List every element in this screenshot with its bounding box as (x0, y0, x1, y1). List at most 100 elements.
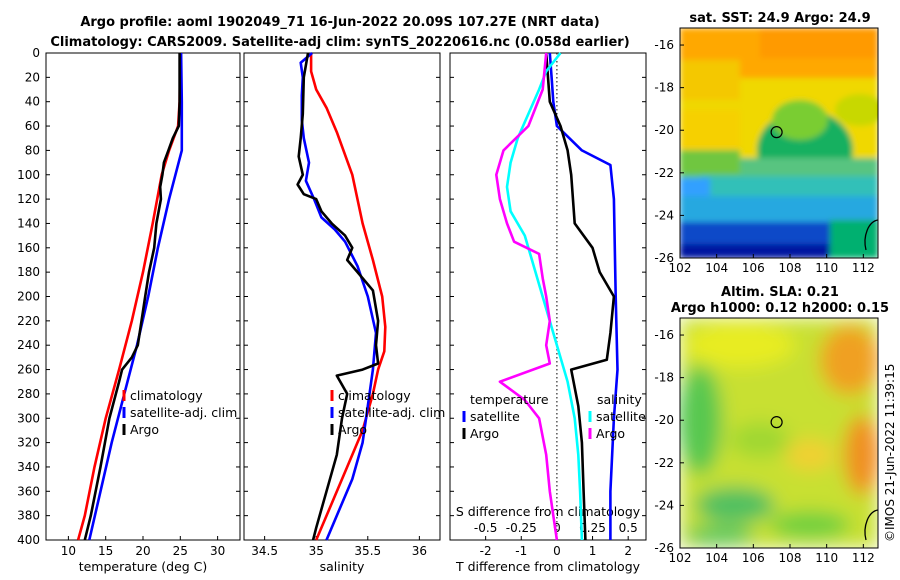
map-frame (679, 27, 879, 259)
argo-location-marker (770, 126, 783, 139)
legend-label: climatology (338, 388, 411, 403)
x-tick-label: 25 (173, 544, 188, 558)
y-tick-label: 40 (25, 95, 40, 109)
map-y-tick-label: -16 (654, 38, 674, 52)
legend-label: Argo (338, 422, 367, 437)
legend-label: satellite (470, 409, 520, 424)
series-line-difference-1 (544, 52, 616, 541)
x-axis-label: salinity (320, 559, 365, 574)
y-tick-label: 100 (17, 168, 40, 182)
y-tick-label: 380 (17, 509, 40, 523)
series-line-temperature-2 (83, 53, 181, 541)
map-axes-sst_map: 102 104 106 108 110 112 -16 -18 -20 -22 -24 -26 (654, 27, 879, 275)
y-tick-label: 20 (25, 70, 40, 84)
legend-label: Argo (470, 426, 499, 441)
legend-label: Argo (596, 426, 625, 441)
map-y-tick-label: -20 (654, 413, 674, 427)
y-tick-label: 300 (17, 411, 40, 425)
map-y-tick-label: -24 (654, 208, 674, 222)
map-y-tick-label: -22 (654, 456, 674, 470)
series-line-salinity-0 (309, 53, 387, 541)
x-tick-label: 36 (412, 544, 427, 558)
s-tick-label: 0 (553, 521, 561, 535)
legend-title-salinity: salinity (597, 392, 642, 407)
sst-heatmap (680, 28, 878, 258)
x-tick-label: 34.5 (251, 544, 278, 558)
argo-location-marker (770, 416, 783, 429)
series-line-salinity-2 (296, 52, 380, 541)
x-tick-label: 10 (61, 544, 76, 558)
series-line-difference-2 (505, 52, 584, 541)
coastline (864, 509, 879, 541)
y-tick-label: 60 (25, 119, 40, 133)
x-tick-label: -1 (515, 544, 527, 558)
map-frame (679, 317, 879, 549)
y-tick-label: 180 (17, 265, 40, 279)
series-line-temperature-1 (88, 52, 184, 541)
coastline (864, 219, 879, 251)
y-tick-label: 260 (17, 363, 40, 377)
y-tick-label: 360 (17, 484, 40, 498)
s-tick-label: 0.5 (619, 521, 638, 535)
map-x-tick-label: 106 (742, 261, 765, 275)
y-tick-label: 400 (17, 533, 40, 547)
map-x-tick-label: 108 (779, 261, 802, 275)
panel-difference: -2 -1 0 1 2T difference from climatology S di… (449, 52, 647, 574)
x-tick-label: 20 (135, 544, 150, 558)
map-x-tick-label: 104 (705, 261, 728, 275)
s-tick-label: -0.5 (474, 521, 497, 535)
s-axis-label: S difference from climatology (456, 504, 641, 519)
legend-label: satellite-adj. clim (130, 405, 237, 420)
y-tick-label: 320 (17, 436, 40, 450)
x-tick-label: 1 (589, 544, 597, 558)
y-tick-label: 140 (17, 216, 40, 230)
map-y-tick-label: -26 (654, 251, 674, 265)
map-x-tick-label: 112 (852, 261, 875, 275)
map-x-tick-label: 106 (742, 551, 765, 565)
y-tick-label: 340 (17, 460, 40, 474)
map-x-tick-label: 104 (705, 551, 728, 565)
title-line2: Climatology: CARS2009. Satellite-adj cli… (50, 35, 629, 50)
map-y-tick-label: -24 (654, 498, 674, 512)
x-axis-label: temperature (deg C) (79, 559, 208, 574)
map-x-tick-label: 108 (779, 551, 802, 565)
x-tick-label: 30 (210, 544, 225, 558)
legend-label: Argo (130, 422, 159, 437)
sla-title-1: Altim. SLA: 0.21 (721, 285, 839, 300)
map-y-tick-label: -22 (654, 166, 674, 180)
map-y-tick-label: -18 (654, 371, 674, 385)
legend-label: satellite (596, 409, 646, 424)
map-y-tick-label: -18 (654, 81, 674, 95)
map-x-tick-label: 102 (669, 261, 692, 275)
x-tick-label: 35.5 (354, 544, 381, 558)
map-y-tick-label: -26 (654, 541, 674, 555)
map-x-tick-label: 110 (815, 551, 838, 565)
x-tick-label: 15 (98, 544, 113, 558)
y-tick-label: 200 (17, 290, 40, 304)
y-tick-label: 220 (17, 314, 40, 328)
legend-label: satellite-adj. clim (338, 405, 445, 420)
y-tick-label: 0 (32, 46, 40, 60)
x-tick-label: 0 (553, 544, 561, 558)
map-x-tick-label: 102 (669, 551, 692, 565)
map-y-tick-label: -16 (654, 328, 674, 342)
y-tick-label: 120 (17, 192, 40, 206)
sla-title-2: Argo h1000: 0.12 h2000: 0.15 (671, 301, 889, 316)
y-tick-label: 240 (17, 338, 40, 352)
sst-title: sat. SST: 24.9 Argo: 24.9 (689, 11, 870, 26)
map-y-tick-label: -20 (654, 123, 674, 137)
x-tick-label: 2 (624, 544, 632, 558)
map-x-tick-label: 112 (852, 551, 875, 565)
plot-frame-salinity (243, 52, 441, 541)
map-axes-sla_map: 102 104 106 108 110 112 -16 -18 -20 -22 -24 -26 (654, 317, 879, 565)
s-tick-label: 0.25 (579, 521, 606, 535)
s-tick-label: -0.25 (506, 521, 537, 535)
y-tick-label: 80 (25, 143, 40, 157)
y-tick-label: 160 (17, 241, 40, 255)
x-tick-label: 35 (309, 544, 324, 558)
y-tick-label: 280 (17, 387, 40, 401)
panel-salinity: 34.5 35 35.5 36 salinity climatology satellite… (243, 52, 445, 574)
series-line-difference-0 (548, 52, 619, 540)
